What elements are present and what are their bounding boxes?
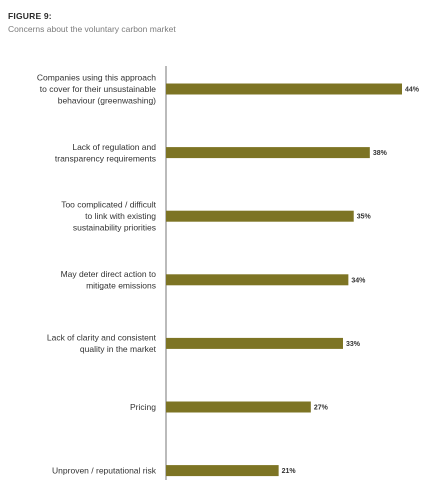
figure-label: FIGURE 9: xyxy=(8,11,52,21)
bar-value-label: 33% xyxy=(346,341,361,348)
category-label: mitigate emissions xyxy=(86,281,156,291)
bar-value-label: 35% xyxy=(357,214,372,221)
bar xyxy=(166,83,402,95)
bar xyxy=(166,337,343,349)
category-label: quality in the market xyxy=(80,344,157,354)
category-label: to cover for their unsustainable xyxy=(40,84,157,94)
bar xyxy=(166,210,354,222)
category-label: Too complicated / difficult xyxy=(61,200,156,210)
category-label: to link with existing xyxy=(85,211,156,221)
bar xyxy=(166,401,311,413)
category-label: behaviour (greenwashing) xyxy=(58,96,156,106)
bar-value-label: 44% xyxy=(405,87,420,94)
bar xyxy=(166,465,279,477)
bar xyxy=(166,274,349,286)
category-label: transparency requirements xyxy=(55,153,156,163)
category-label: Unproven / reputational risk xyxy=(52,466,157,476)
category-label: Pricing xyxy=(130,402,156,412)
figure-subtitle: Concerns about the voluntary carbon mark… xyxy=(8,24,176,34)
category-label: Lack of regulation and xyxy=(72,142,156,152)
bar xyxy=(166,147,370,159)
bar-value-label: 21% xyxy=(282,468,297,475)
category-label: Companies using this approach xyxy=(37,73,156,83)
bar-value-label: 27% xyxy=(314,405,329,412)
category-label: May deter direct action to xyxy=(61,269,157,279)
category-label: sustainability priorities xyxy=(73,223,156,233)
category-label: Lack of clarity and consistent xyxy=(47,333,157,343)
bar-value-label: 34% xyxy=(351,277,366,284)
bar-value-label: 38% xyxy=(373,150,388,157)
